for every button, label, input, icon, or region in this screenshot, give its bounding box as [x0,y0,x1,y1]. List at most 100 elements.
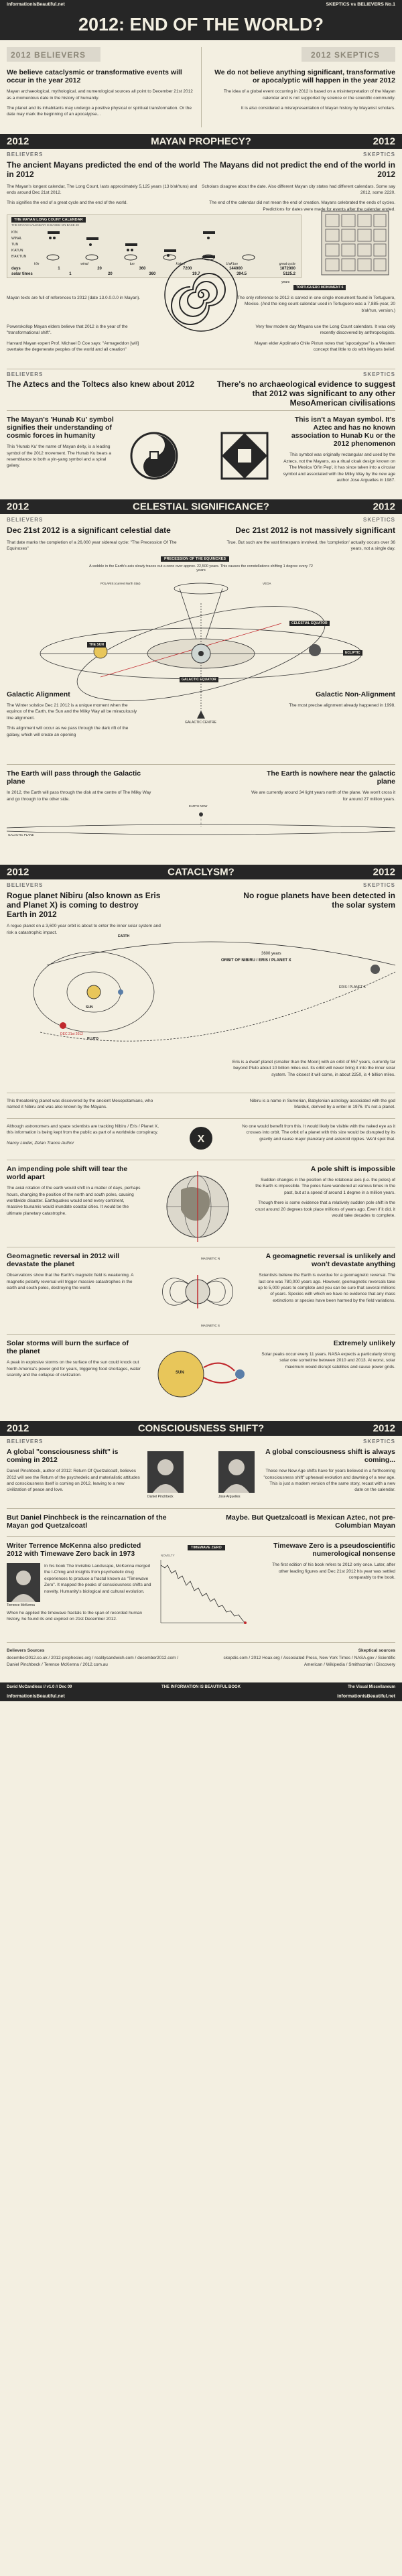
nibiru-skeptics-2: Nibiru is a name in Sumerian, Babylonian… [241,1098,395,1115]
skeptics-sources: Skeptical sources skepdic.com / 2012 Hoa… [214,1648,395,1672]
solar-skeptics: Extremely unlikely Solar peaks occur eve… [261,1339,395,1374]
hunab-ku-icon [130,432,178,480]
believers-label: BELIEVERS [7,882,44,888]
eris-skeptics-p1: Eris is a dwarf planet (smaller than the… [232,1060,395,1077]
aztec-symbol-icon [220,432,269,480]
galactic-skeptics-p2: The most precise alignment already happe… [289,703,395,709]
poleshift-skeptics-p5: Though there is some evidence that a rel… [255,1201,395,1219]
mayan-skeptics-p1: Scholars disagree about the date. Also d… [202,184,395,196]
geomag-believers: Geomagnetic reversal in 2012 will devast… [7,1252,141,1295]
believers-sources-list[interactable]: december2012.co.uk / 2012-prophecies.org… [7,1656,179,1667]
calendar-row-label: K'IN [11,231,18,235]
aztec-believers-head: The Aztecs and the Toltecs also knew abo… [7,379,195,389]
section-year-left: 2012 [7,135,29,147]
solar-skeptics-head: Extremely unlikely [333,1339,395,1347]
nibiru-skeptics: No rogue planets have been detected in t… [241,891,395,914]
conspiracy-skeptics: No one would benefit from this. It would… [241,1123,395,1146]
believers-label: BELIEVERS [7,151,44,158]
section-bar-celestial: 2012 CELESTIAL SIGNIFICANCE? 2012 [0,499,402,514]
calendar-day: 1 [58,267,60,271]
footer-book-title[interactable]: The Visual Miscellaneum [348,1685,395,1689]
galactic-equator-label: GALACTIC EQUATOR [180,677,218,682]
consciousness-skeptics-head: A global consciousness shift is always c… [265,1448,395,1465]
orbit-earth-label: EARTH [118,934,130,938]
quetzalcoatl-skeptics: Maybe. But Quetzalcoatl is Mexican Aztec… [214,1514,395,1534]
galactic-believers-p3: This alignment will occur as we pass thr… [7,726,129,737]
orbit-sun-label: SUN [86,1005,93,1009]
bottom-site-left[interactable]: InformationIsBeautiful.net [7,1694,65,1699]
section-title-consciousness: CONSCIOUSNESS SHIFT? [137,1422,265,1434]
nibiru-believers-head: Rogue planet Nibiru (also known as Eris … [7,891,161,919]
plane-believers-p4: In 2012, the Earth will pass through the… [7,790,151,802]
galactic-believers-head: Galactic Alignment [7,690,70,698]
series-tag: SKEPTICS vs BELIEVERS No.1 [326,2,395,7]
quetzalcoatl-believers: But Daniel Pinchbeck is the reincarnatio… [7,1514,188,1534]
mckenna-caption: Terrence McKenna [7,1603,35,1607]
section-year-left: 2012 [7,866,29,878]
intro-skeptics-p1: The idea of a global event occurring in … [223,89,395,101]
calendar-unit: b'ak'tun [226,262,238,266]
mayan-believers-p1: The Mayan's longest calendar, The Long C… [7,184,198,196]
calendar-days-label: days [11,267,21,271]
poleshift-believers-p4: The axial rotation of the earth would sh… [7,1186,141,1216]
consciousness-skeptics-p1: These new New Age shifts have for years … [263,1469,396,1493]
galactic-believers-p2: The Winter solstice Dec 21 2012 is a uni… [7,703,137,721]
poleshift-believers: An impending pole shift will tear the wo… [7,1165,141,1221]
footer-bar: David McCandless // v1.0 // Dec 09 THE I… [0,1682,402,1692]
divider [7,1118,395,1119]
quetzalcoatl-skeptics-head: Maybe. But Quetzalcoatl is Mexican Aztec… [226,1514,395,1530]
nibiru-skeptics-p2: Nibiru is a name in Sumerian, Babylonian… [249,1099,395,1110]
calendar-row-label: WINAL [11,237,22,241]
plane-believers: The Earth will pass through the Galactic… [7,770,154,806]
skeptics-label: SKEPTICS [362,371,395,377]
calendar-day: 7200 [183,267,192,271]
intro-believers-p1: Mayan archaeological, mythological, and … [7,89,193,101]
timewave-believers-head: Writer Terrence McKenna also predicted 2… [7,1542,141,1558]
mayan-believers-p5: Harvard Mayan expert Prof. Michael D Coe… [7,341,139,353]
bottom-site-right[interactable]: InformationIsBeautiful.net [337,1694,395,1699]
galactic-believers: Galactic Alignment The Winter solstice D… [7,690,141,742]
timewave-skeptics: Timewave Zero is a pseudoscientific nume… [261,1542,395,1585]
believers-label: BELIEVERS [7,1438,44,1445]
monument-label: TORTUGUERO MONUMENT 6 [293,285,346,290]
footer-book[interactable]: THE INFORMATION IS BEAUTIFUL BOOK [161,1685,241,1689]
calendar-units: k'in winal tun k'atun b'ak'tun great cyc… [34,262,295,266]
calendar-day: 1872000 [279,267,295,271]
mayan-believers-1: The ancient Mayans predicted the end of … [7,160,201,210]
section-year-right: 2012 [373,501,395,513]
calendar-year: 20 [108,272,113,276]
timewave-line [160,1565,246,1623]
celestial-believers-1: Dec 21st 2012 is a significant celestial… [7,526,188,556]
poleshift-believers-head: An impending pole shift will tear the wo… [7,1165,128,1182]
mayan-skeptics-2: The only reference to 2012 is carved in … [228,295,395,318]
skeptics-sources-list[interactable]: skepdic.com / 2012 Hoax.org / Associated… [223,1656,395,1667]
intro-skeptics-label: 2012 SKEPTICS [311,50,381,60]
section-bar-mayan: 2012 MAYAN PROPHECY? 2012 [0,134,402,149]
timewave-skeptics-head: Timewave Zero is a pseudoscientific nume… [273,1542,395,1558]
intro-skeptics: We do not believe anything significant, … [208,68,395,115]
believers-label: BELIEVERS [7,371,44,377]
calendar-row-label: TUN [11,243,19,247]
earth-now-label: EARTH NOW [189,804,208,808]
top-bar: InformationIsBeautiful.net SKEPTICS vs B… [0,0,402,9]
mayan-believers-p4: Powerskollop Mayan elders believe that 2… [7,324,128,336]
hunabku-skeptics-p: This symbol was originally rectangular a… [283,452,395,483]
mayan-believers-p2: This signifies the end of a great cycle … [7,200,128,206]
magnetic-field-icon [162,1275,233,1308]
believers-label: BELIEVERS [7,517,44,523]
site-name[interactable]: InformationIsBeautiful.net [7,2,65,7]
orbit-pluto-label: PLUTO [87,1037,98,1041]
consciousness-believers: A global "consciousness shift" is coming… [7,1448,141,1497]
hunabku-believers-p: This 'Hunab Ku' the name of Mayan deity,… [7,444,111,469]
galactic-plane-diagram [6,812,396,835]
orbit-nibiru-label: ORBIT OF NIBIRU / ERIS / PLANET X [221,959,291,963]
magnetic-n-label: MAGNETIC N [201,1257,220,1260]
galactic-skeptics-head: Galactic Non-Alignment [315,690,395,698]
geomag-skeptics-p6: Scientists believe the Earth is overdue … [257,1273,395,1303]
divider [7,1642,395,1643]
section-year-right: 2012 [373,866,395,878]
nibiru-believers-p2: This threatening planet was discovered b… [7,1099,153,1110]
consciousness-skeptics: A global consciousness shift is always c… [261,1448,396,1497]
geomag-believers-p5: Observations show that the Earth's magne… [7,1273,134,1290]
aztec-believers: The Aztecs and the Toltecs also knew abo… [7,379,201,393]
